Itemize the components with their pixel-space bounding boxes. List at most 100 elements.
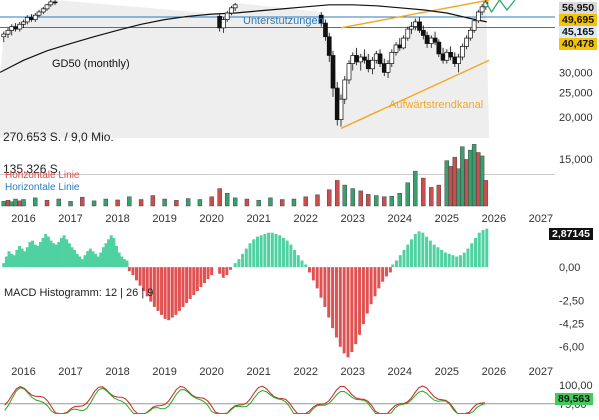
- macd-bar: [241, 253, 245, 268]
- macd-bar: [46, 236, 50, 268]
- macd-bar: [455, 256, 459, 268]
- year-tick-label: 2019: [152, 366, 176, 378]
- candle-body: [330, 55, 336, 89]
- macd-bar: [78, 256, 82, 268]
- candle-body: [48, 1, 54, 6]
- macd-bar: [259, 235, 263, 268]
- candle-body: [479, 6, 485, 13]
- candle-body: [362, 56, 367, 61]
- macd-bar: [481, 230, 485, 268]
- macd-bar: [112, 237, 116, 268]
- macd-bar: [373, 267, 377, 297]
- macd-bar: [233, 263, 237, 268]
- stoch-d-line: [4, 387, 486, 414]
- macd-bar: [120, 256, 124, 268]
- macd-bar: [432, 244, 436, 268]
- candle-body: [44, 4, 50, 10]
- candle-body: [464, 37, 469, 47]
- macd-bar: [28, 241, 32, 268]
- macd-bar: [300, 260, 304, 268]
- macd-bar: [145, 267, 149, 297]
- macd-bar: [228, 267, 232, 270]
- candle-body: [229, 7, 234, 14]
- candle-body: [342, 79, 348, 100]
- macd-bar: [278, 235, 282, 268]
- macd-bar: [101, 247, 105, 268]
- candle-body: [365, 59, 371, 70]
- macd-bar: [33, 244, 37, 268]
- volume-bar: [224, 192, 230, 207]
- macd-bar: [122, 259, 126, 268]
- macd-bar: [20, 248, 24, 268]
- year-tick-label: 2025: [435, 213, 459, 225]
- volume-bar: [268, 197, 273, 207]
- macd-bar: [75, 253, 79, 268]
- year-tick-label: 2020: [199, 213, 223, 225]
- volume-bar: [350, 188, 355, 207]
- candle-body: [436, 41, 442, 55]
- macd-bar: [131, 267, 135, 276]
- candle-body: [373, 53, 379, 61]
- year-tick-label: 2024: [388, 213, 412, 225]
- macd-bar: [402, 249, 406, 268]
- price-tag-channel: 40,478: [559, 38, 598, 50]
- macd-bar: [115, 245, 119, 268]
- volume-bar: [366, 194, 371, 207]
- year-axis-upper: 2016 2017 2018 2019 2020 2021 2022 2023 2024 2025…: [11, 213, 553, 225]
- macd-bar: [107, 239, 111, 268]
- macd-bar: [338, 267, 342, 347]
- year-tick-label: 2022: [293, 213, 317, 225]
- candle-body: [456, 56, 461, 64]
- volume-bar: [256, 199, 261, 207]
- macd-bar: [447, 253, 451, 268]
- macd-tick-label: -6,00: [559, 342, 584, 354]
- macd-bar: [391, 264, 395, 268]
- volume-bar: [21, 199, 26, 207]
- year-tick-label: 2017: [58, 213, 82, 225]
- macd-bar: [477, 232, 481, 268]
- macd-bar: [315, 267, 319, 289]
- candle-body: [448, 52, 453, 58]
- price-chart: 30,000 25,000 20,000: [0, 0, 593, 138]
- macd-bar: [170, 267, 174, 318]
- candle-body: [52, 1, 58, 4]
- macd-bar: [70, 247, 74, 268]
- macd-bar: [52, 243, 56, 268]
- candle-body: [32, 14, 38, 20]
- candle-body: [221, 19, 226, 29]
- candle-body: [393, 44, 399, 53]
- macd-bar: [142, 267, 146, 292]
- macd-bar: [25, 247, 29, 268]
- volume-bar: [382, 196, 387, 207]
- candle-body: [318, 14, 324, 24]
- macd-bar: [319, 267, 323, 298]
- macd-bar: [135, 267, 139, 281]
- year-tick-label: 2027: [529, 213, 553, 225]
- macd-bar: [38, 241, 42, 268]
- volume-bar: [68, 201, 73, 207]
- macd-bar: [138, 267, 142, 286]
- macd-bar: [385, 267, 389, 277]
- macd-bar: [225, 267, 229, 276]
- volume-bar: [342, 184, 347, 207]
- candle-body: [17, 23, 23, 30]
- volume-bar: [1, 201, 6, 207]
- macd-bar: [49, 240, 53, 268]
- year-tick-label: 2026: [482, 366, 506, 378]
- candle-body: [385, 63, 391, 73]
- macd-bar: [304, 264, 308, 268]
- macd-bar: [281, 237, 285, 268]
- macd-bar: [152, 267, 156, 307]
- volume-bar: [209, 196, 214, 207]
- macd-bar: [83, 255, 87, 268]
- macd-bar: [177, 267, 181, 311]
- candle-body: [354, 55, 359, 63]
- volume-bar: [397, 192, 402, 207]
- price-area-shade: [0, 0, 490, 138]
- candle-body: [326, 36, 332, 56]
- macd-bar: [285, 240, 289, 268]
- macd-bar: [109, 235, 113, 268]
- candle-body: [440, 53, 446, 61]
- macd-bar: [296, 255, 300, 268]
- macd-bar: [270, 232, 274, 268]
